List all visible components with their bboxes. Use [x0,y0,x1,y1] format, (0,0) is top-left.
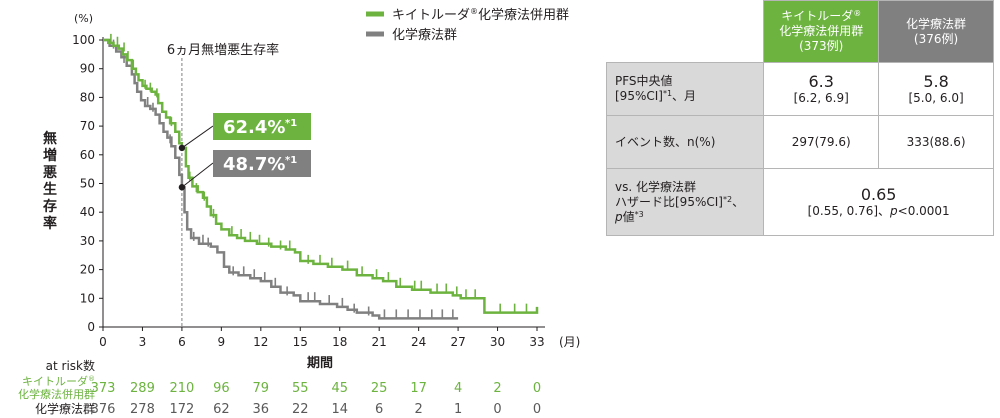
at-risk-row-label: 化学療法群 [35,401,95,416]
row-pfs-label: PFS中央値 [95%CI]*1、月 [605,62,765,116]
at-risk-value: 289 [130,381,155,396]
at-risk-value: 376 [91,402,116,417]
x-tick-label: 3 [139,335,147,349]
events-keytruda: 297(79.6) [763,115,880,169]
legend-label: キイトルーダ®化学療法併用群 [392,7,569,23]
at-risk-value: 172 [169,402,194,417]
callout-sup-keytruda: *1 [285,118,297,129]
y-tick-label: 80 [80,90,95,104]
y-tick-label: 0 [87,320,95,334]
point-6m-chemo [178,184,186,191]
y-tick-label: 40 [80,205,95,219]
at-risk-value: 96 [213,381,230,396]
y-tick-label: 100 [72,33,95,47]
x-unit: (月) [559,335,580,349]
callout-label-keytruda: 62.4% [223,117,285,138]
y-axis-title: 無増悪生存率 [43,130,57,232]
at-risk-value: 36 [253,402,270,417]
x-tick-label: 18 [332,335,347,349]
events-chemo: 333(88.6) [878,115,994,169]
table-header-row: キイトルーダ® 化学療法併用群 (373例) 化学療法群 (376例) [606,0,994,63]
at-risk-value: 6 [375,402,383,417]
at-risk-value: 45 [331,381,348,396]
at-risk-value: 62 [213,402,230,417]
at-risk-value: 14 [331,402,348,417]
point-6m-keytruda [178,144,186,152]
row-events-label: イベント数、n(%) [605,115,765,169]
x-tick-label: 24 [411,335,426,349]
header-chemo: 化学療法群 (376例) [878,0,994,63]
survival-curves [103,33,539,320]
at-risk-value: 4 [454,381,462,396]
row-hr: vs. 化学療法群 ハザード比[95%CI]*2、 p値*3 0.65 [0.5… [605,168,994,236]
at-risk-value: 1 [454,402,462,417]
callout-leader-keytruda [181,125,214,149]
at-risk-row-label2: 化学療法併用群 [18,387,95,401]
x-axis-title: 期間 [307,356,333,371]
y-tick-label: 70 [80,119,95,133]
header-chemo-line2: (376例) [913,31,959,46]
at-risk-value: 373 [91,381,116,396]
callout-box-keytruda [213,113,311,140]
row-events: イベント数、n(%) 297(79.6) 333(88.6) [605,115,994,169]
chart-title: 6ヵ月無増悪生存率 [167,42,279,58]
x-tick-label: 33 [529,335,544,349]
y-tick-label: 20 [80,263,95,277]
at-risk-value: 0 [533,381,541,396]
y-tick-label: 50 [80,177,95,191]
results-table: キイトルーダ® 化学療法併用群 (373例) 化学療法群 (376例) PFS中… [605,0,994,236]
row-pfs: PFS中央値 [95%CI]*1、月 6.3 [6.2, 6.9] 5.8 [5… [605,62,994,116]
pfs-chemo: 5.8 [5.0, 6.0] [878,62,994,116]
at-risk-value: 22 [292,402,309,417]
x-tick-label: 21 [372,335,387,349]
at-risk-value: 0 [533,402,541,417]
header-keytruda-line3: (373例) [799,39,844,53]
row-hr-label: vs. 化学療法群 ハザード比[95%CI]*2、 p値*3 [605,168,765,236]
callout-box-chemo [213,150,311,177]
header-keytruda-line1: キイトルーダ® [781,9,862,23]
y-tick-label: 10 [80,291,95,305]
at-risk-title: at risk数 [46,358,95,373]
x-tick-label: 27 [450,335,465,349]
hr-value: 0.65 [0.55, 0.76]、p<0.0001 [763,168,994,236]
axes: 0 10 20 30 40 50 60 70 80 90 100 0 3 6 9 12 15 18 21 24 27 30… [43,12,580,371]
callout-sup-chemo: *1 [285,155,297,166]
x-tick-label: 9 [218,335,226,349]
at-risk-value: 210 [169,381,194,396]
at-risk-value: 25 [371,381,388,396]
header-keytruda-line2: 化学療法併用群 [779,24,864,38]
at-risk-value: 2 [493,381,501,396]
y-unit: (%) [74,12,93,25]
table-corner [606,0,764,63]
y-tick-label: 60 [80,148,95,162]
at-risk-value: 278 [130,402,155,417]
x-tick-label: 15 [293,335,308,349]
y-tick-label: 30 [80,234,95,248]
x-tick-label: 0 [99,335,107,349]
survival-curve-keytruda [103,38,539,314]
at-risk-value: 55 [292,381,309,396]
at-risk-value: 17 [410,381,427,396]
callout-label-chemo: 48.7% [223,154,285,175]
survival-curve-chemo [103,38,459,320]
legend-label: 化学療法群 [392,27,457,43]
at-risk-value: 79 [253,381,270,396]
header-chemo-line1: 化学療法群 [906,16,967,31]
x-tick-label: 6 [178,335,186,349]
callout-leader-chemo [181,162,214,188]
at-risk-value: 0 [493,402,501,417]
x-tick-label: 12 [253,335,268,349]
header-keytruda: キイトルーダ® 化学療法併用群 (373例) [763,0,880,63]
at-risk-row-label: キイトルーダ® [22,374,95,388]
at-risk-value: 2 [414,402,422,417]
pfs-keytruda: 6.3 [6.2, 6.9] [763,62,880,116]
y-tick-label: 90 [80,62,95,76]
x-tick-label: 30 [490,335,505,349]
